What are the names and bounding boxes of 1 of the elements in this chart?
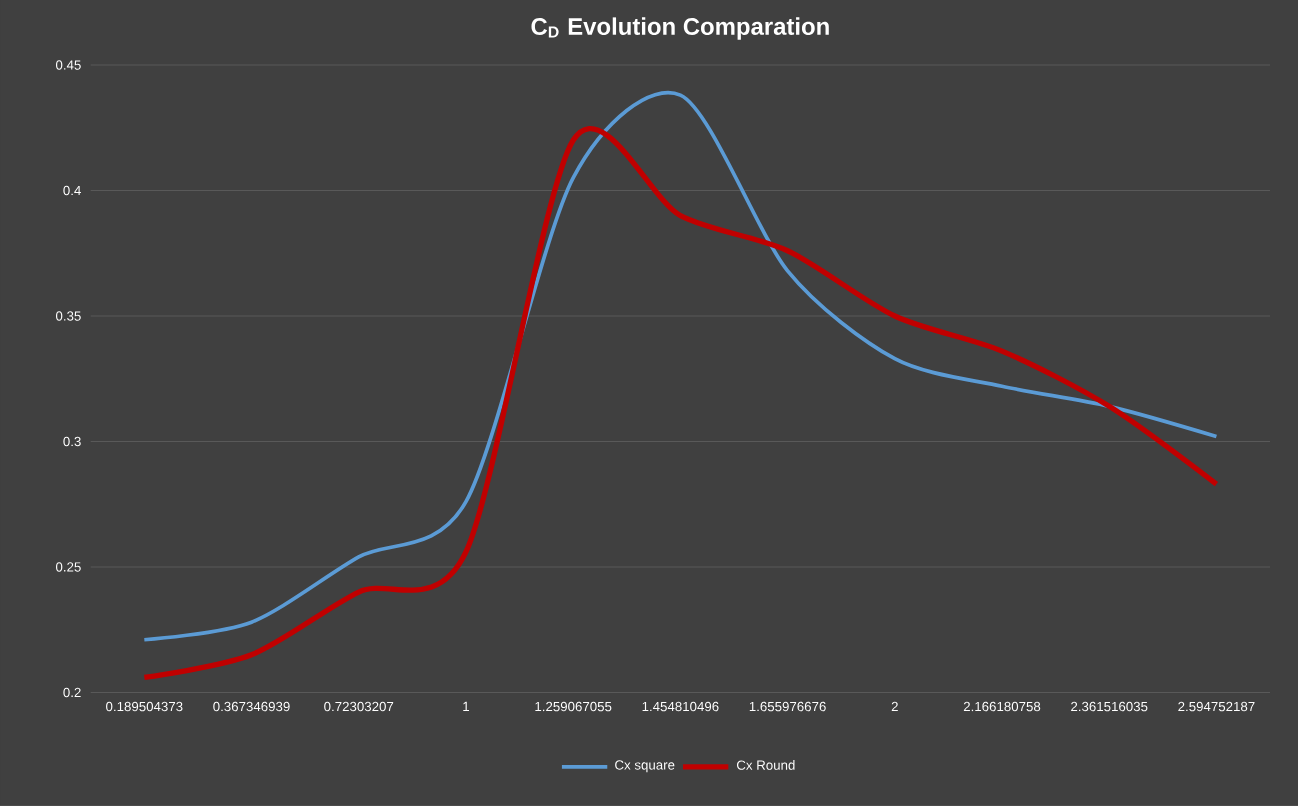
chart-title: C$_{D}$ Evolution Comparation (531, 17, 829, 40)
